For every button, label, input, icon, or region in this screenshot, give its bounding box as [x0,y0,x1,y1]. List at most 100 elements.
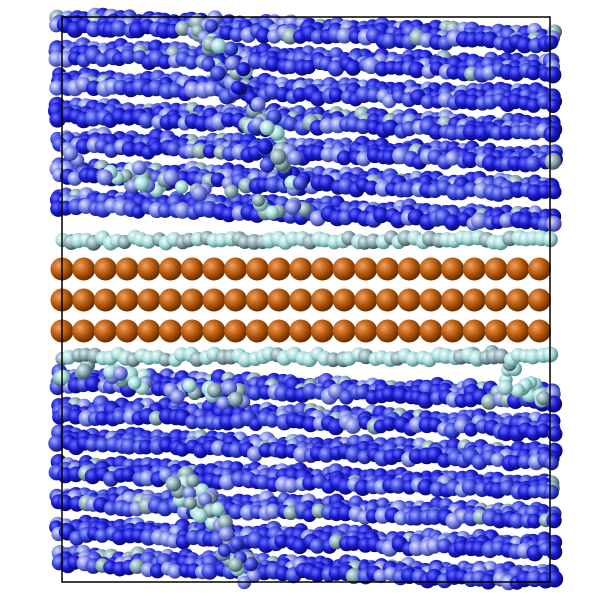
metal-atom [289,319,313,343]
metal-atom [180,257,204,281]
bulk-atom [120,437,138,455]
defect-atom [210,502,225,516]
metal-atom [202,257,226,281]
defect-atom [97,169,113,186]
bulk-atom [536,423,551,438]
bulk-atom [345,59,362,76]
defect-atom [186,474,200,488]
defect-atom [284,199,300,215]
bulk-atom [547,426,563,442]
defect-atom [225,56,240,71]
metal-atom [93,257,117,281]
defect-atom [497,379,513,396]
bulk-atom [527,513,542,529]
metal-atom-layers [50,257,551,343]
defect-atom [266,109,282,125]
metal-atom [310,319,334,343]
defect-atom [170,389,185,405]
metal-atom [376,257,399,281]
bulk-atom [464,422,478,437]
defect-atom [163,169,180,186]
defect-atom [218,526,235,542]
defect-atom [270,148,287,165]
defect-atom [230,537,244,551]
bulk-atom [48,435,65,452]
bulk-atom [462,151,479,169]
metal-atom [462,257,486,281]
metal-atom [224,319,248,343]
defect-atom [204,19,218,33]
defect-atom [259,120,275,136]
metal-atom [93,288,117,312]
bulk-atom [175,20,190,36]
defect-atom [259,157,275,173]
defect-atom [210,65,226,82]
bulk-atom [544,66,562,84]
defect-atom [200,57,216,72]
metal-atom [72,257,96,281]
metal-atom [441,288,465,312]
bulk-atom [85,168,101,183]
defect-atom [252,193,266,207]
metal-atom [527,288,551,312]
bulk-atom [499,125,515,141]
metal-atom [137,257,161,281]
metal-atom [180,288,204,312]
metal-atom [376,319,399,343]
defect-atom [250,96,266,112]
metal-atom [441,319,465,343]
defect-atom [211,38,227,54]
bulk-atom [544,35,559,50]
metal-atom [202,319,226,343]
defect-atom [55,369,71,385]
bulk-atom [283,478,299,494]
bulk-atom [112,409,128,425]
bulk-atom [149,141,164,156]
metal-atom [462,288,486,312]
metal-atom [506,288,530,312]
defect-atom [198,492,213,507]
metal-atom [376,288,399,312]
bulk-atom [525,65,542,81]
bulk-atom [309,538,326,554]
metal-atom [332,257,356,281]
metal-atom [527,319,551,343]
metal-atom [332,288,356,312]
bulk-atom [201,563,218,580]
defect-atom [287,150,303,166]
bulk-atom [328,87,344,103]
interface-atom-layers [55,229,559,368]
interface-atom [141,234,156,249]
metal-atom [354,257,378,281]
bulk-atom [545,216,562,232]
bulk-atom [85,437,100,452]
bulk-atom [120,48,137,65]
metal-atom [354,319,378,343]
metal-atom [267,257,291,281]
defect-atom [265,205,280,220]
defect-atom [127,376,142,390]
metal-atom [159,288,182,312]
bulk-atom [265,413,280,428]
bulk-atom [229,27,245,43]
metal-atom [332,319,356,343]
bulk-atom [309,566,326,583]
bulk-atom [283,59,298,74]
defect-atom [182,379,197,393]
bulk-atom [364,180,380,196]
metal-atom [289,288,313,312]
bulk-atom [265,56,281,72]
defect-atom [216,396,231,411]
bulk-atom [185,414,200,430]
metal-atom [419,319,443,343]
defect-atom-clusters [52,10,551,590]
metal-atom [484,288,508,312]
metal-atom [397,319,421,343]
bulk-atom [544,153,562,170]
metal-atom [224,257,248,281]
bulk-atom [301,59,316,75]
metal-atom [527,257,551,281]
defect-atom [207,382,222,398]
bulk-atom [517,213,534,230]
bulk-atom [399,181,416,198]
